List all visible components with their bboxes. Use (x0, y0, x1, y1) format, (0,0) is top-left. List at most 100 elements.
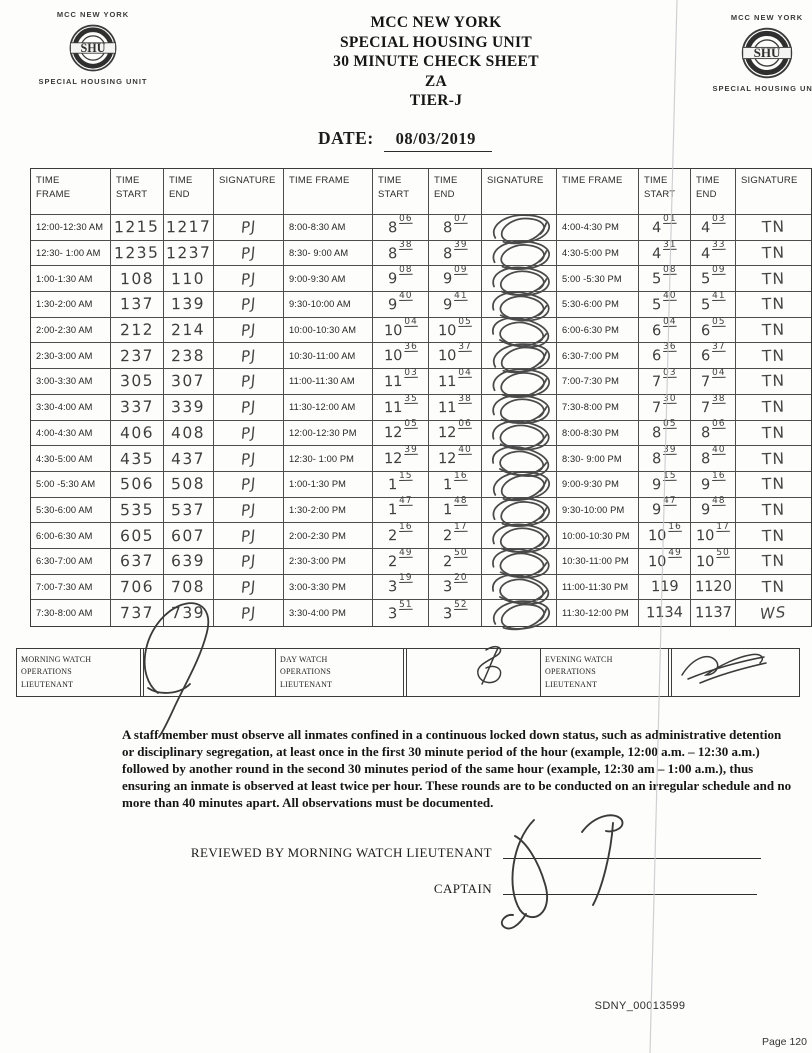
signature-initials: TN (761, 295, 786, 314)
time-start-cell: 508 (639, 265, 691, 293)
time-frame-cell: 9:30-10:00 PM (557, 497, 639, 524)
title-line-4: ZA (424, 72, 448, 90)
time-end-cell: 1240 (429, 445, 482, 472)
date-row: DATE: 08/03/2019 (318, 128, 492, 152)
time-start-cell: 1049 (639, 547, 691, 575)
signature-initials: PJ (239, 268, 258, 289)
signature-initials: PJ (239, 217, 258, 238)
time-end-cell: 139 (164, 292, 214, 318)
column-header: TIME END (164, 169, 214, 215)
time-start-cell: 108 (111, 266, 164, 293)
time-frame-cell: 11:30-12:00 AM (284, 394, 373, 421)
time-start-cell: 406 (111, 420, 164, 447)
logo-top-text: MCC NEW YORK (730, 13, 804, 22)
signature-cell: TN (736, 318, 811, 344)
shu-logo-left: MCC NEW YORK SHU SPECIAL HOUSING UNIT (28, 10, 158, 86)
time-end-cell: 916 (691, 471, 736, 498)
time-frame-cell: 11:00-11:30 PM (557, 574, 639, 601)
time-start-cell: 212 (111, 317, 164, 344)
time-end-cell: 508 (164, 471, 214, 498)
time-start-cell: 1235 (111, 240, 164, 267)
signature-cell: PJ (214, 394, 284, 421)
signature-initials: PJ (239, 577, 258, 597)
time-end-cell: 637 (691, 342, 736, 370)
time-frame-cell: 1:30-2:00 PM (284, 497, 373, 524)
time-start-cell: 637 (111, 548, 164, 575)
column-header: TIME END (429, 169, 482, 215)
column-header: TIME START (111, 169, 164, 215)
time-frame-cell: 8:00-8:30 PM (557, 420, 639, 447)
time-start-cell: 1134 (639, 600, 691, 626)
time-start-cell: 1016 (639, 522, 691, 549)
reviewed-by-signature (500, 814, 624, 930)
signature-cell: WS (736, 600, 811, 626)
signature-cell: TN (736, 549, 811, 575)
time-end-cell: 1138 (429, 393, 482, 421)
time-start-cell: 237 (111, 343, 164, 370)
signature-cell: PJ (214, 574, 284, 601)
column-header: SIGNATURE (736, 169, 811, 215)
signature-cell (482, 394, 557, 425)
shu-seal-icon: SHU (741, 27, 793, 79)
time-frame-cell: 9:00-9:30 PM (557, 471, 639, 498)
time-frame-cell: 5:30-6:00 PM (557, 292, 639, 318)
title-line-5: TIER-J (409, 92, 463, 109)
time-start-cell: 1239 (373, 445, 429, 472)
signature-initials: TN (761, 243, 786, 263)
time-frame-cell: 3:30-4:00 PM (284, 600, 373, 626)
time-frame-cell: 7:30-8:00 AM (31, 600, 111, 626)
time-frame-cell: 2:30-3:00 AM (31, 343, 111, 370)
time-start-cell: 435 (111, 446, 164, 472)
time-end-cell: 110 (164, 266, 214, 293)
signature-initials: PJ (239, 397, 258, 417)
signature-cell: PJ (214, 600, 284, 626)
time-start-cell: 431 (639, 239, 691, 267)
time-frame-cell: 7:00-7:30 PM (557, 369, 639, 395)
time-frame-cell: 1:00-1:30 PM (284, 471, 373, 498)
signature-cell: PJ (214, 548, 284, 575)
signature-cell: PJ (214, 215, 284, 241)
time-frame-cell: 8:30- 9:00 AM (284, 240, 373, 267)
time-frame-cell: 7:00-7:30 AM (31, 574, 111, 601)
signature-scribble (492, 600, 550, 631)
signature-initials: TN (761, 217, 786, 237)
column-header: TIME START (639, 169, 691, 215)
svg-text:SHU: SHU (81, 41, 106, 55)
time-start-cell: 147 (373, 496, 429, 524)
time-end-cell: 541 (691, 291, 736, 318)
time-end-cell: 437 (164, 446, 214, 472)
time-start-cell: 730 (639, 393, 691, 421)
time-end-cell: 1017 (691, 522, 736, 549)
title-line-2: SPECIAL HOUSING UNIT (339, 33, 533, 51)
time-start-cell: 249 (373, 548, 429, 575)
signature-initials: PJ (239, 448, 258, 469)
time-start-cell: 947 (639, 496, 691, 524)
time-end-cell: 909 (429, 265, 482, 293)
svg-text:SHU: SHU (754, 45, 781, 60)
time-end-cell: 704 (691, 368, 736, 395)
time-start-cell: 636 (639, 342, 691, 370)
time-frame-cell: 4:30-5:00 AM (31, 446, 111, 472)
time-end-cell: 537 (164, 497, 214, 524)
time-end-cell: 605 (691, 316, 736, 344)
date-label: DATE: (318, 128, 374, 148)
time-frame-cell: 4:30-5:00 PM (557, 240, 639, 267)
column-header: TIME START (373, 169, 429, 215)
day-watch-signature-cell (407, 649, 541, 696)
time-start-cell: 540 (639, 291, 691, 318)
signature-initials: TN (761, 269, 786, 289)
time-start-cell: 1215 (111, 215, 164, 241)
signature-cell: PJ (214, 266, 284, 293)
signature-cell: PJ (214, 446, 284, 472)
time-end-cell: 408 (164, 420, 214, 447)
time-frame-cell: 9:00-9:30 AM (284, 266, 373, 293)
signature-initials: TN (761, 346, 786, 366)
time-end-cell: 148 (429, 496, 482, 524)
time-start-cell: 805 (639, 419, 691, 447)
column-header: TIME END (691, 169, 736, 215)
time-end-cell: 1104 (429, 368, 482, 395)
signature-cell: PJ (214, 292, 284, 318)
column-header: TIME FRAME (31, 169, 111, 215)
time-frame-cell: 3:00-3:30 AM (31, 369, 111, 395)
